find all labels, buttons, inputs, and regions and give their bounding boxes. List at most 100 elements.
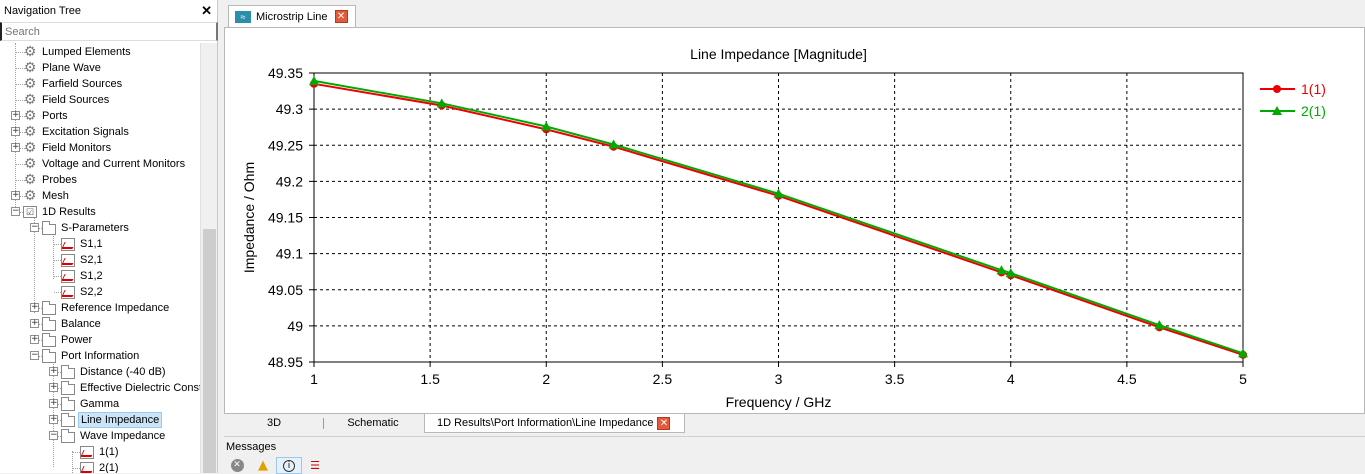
x-tick-label: 4.5 [1117, 371, 1137, 387]
tree-item[interactable]: ⚙ Plane Wave [0, 60, 200, 76]
gear-icon: ⚙ [23, 60, 37, 76]
x-tick-label: 4 [1007, 371, 1015, 387]
expand-icon[interactable]: + [11, 190, 20, 200]
error-filter-icon[interactable]: ✕ [224, 457, 250, 474]
data-point [1238, 348, 1248, 358]
tree-guide-line [54, 276, 63, 277]
close-icon[interactable]: ✕ [201, 3, 212, 18]
gear-icon: ⚙ [23, 188, 37, 204]
scrollbar[interactable] [200, 43, 217, 473]
tree-item[interactable]: − ☑ 1D Results [0, 204, 200, 220]
tree-item-label: Gamma [80, 398, 120, 410]
tree-item[interactable]: − Wave Impedance [0, 428, 200, 444]
info-filter-icon[interactable]: i [276, 457, 302, 474]
expand-icon[interactable]: + [49, 382, 58, 392]
tree-item[interactable]: + Reference Impedance [0, 300, 200, 316]
y-tick-label: 49.3 [276, 101, 303, 117]
tree-guide-line [16, 100, 25, 101]
y-tick-label: 49.15 [268, 210, 303, 226]
folder-icon [61, 429, 75, 443]
folder-icon [61, 365, 75, 379]
tree-item-label: 2(1) [99, 462, 119, 473]
tree-item[interactable]: ⚙ Voltage and Current Monitors [0, 156, 200, 172]
tree-guide-line [54, 388, 63, 389]
tree-guide-line [16, 164, 25, 165]
expand-icon[interactable]: + [11, 110, 20, 120]
tree-guide-line [16, 212, 25, 213]
tree-item[interactable]: − Port Information [0, 348, 200, 364]
legend-marker [1272, 106, 1282, 115]
tree-item[interactable]: + ⚙ Excitation Signals [0, 124, 200, 140]
tree-item-label: Distance (-40 dB) [80, 366, 166, 378]
expand-icon[interactable]: + [30, 334, 39, 344]
data-point [773, 188, 784, 198]
tree-item[interactable]: S1,1 [0, 236, 200, 252]
search-input[interactable] [0, 22, 218, 41]
collapse-icon[interactable]: − [30, 350, 39, 360]
data-point [541, 121, 552, 131]
tree-item[interactable]: + ⚙ Field Monitors [0, 140, 200, 156]
tree-item[interactable]: + Line Impedance [0, 412, 200, 428]
tab-divider [323, 418, 324, 429]
tab-microstrip-line[interactable]: ≈ Microstrip Line ✕ [228, 5, 356, 27]
x-tick-label: 5 [1239, 371, 1247, 387]
tree-item[interactable]: + ⚙ Ports [0, 108, 200, 124]
tree-item[interactable]: ⚙ Probes [0, 172, 200, 188]
tree-item[interactable]: + Power [0, 332, 200, 348]
tab-3d[interactable]: 3D [266, 417, 282, 429]
plot-window: Line Impedance [Magnitude] 1 1.5 2 2.5 3 3.5 4 4… [224, 27, 1365, 414]
tree-item-label: Lumped Elements [42, 46, 131, 58]
tree-item[interactable]: 1(1) [0, 444, 200, 460]
expand-icon[interactable]: + [49, 366, 58, 376]
tree-item-label: Mesh [42, 190, 69, 202]
tree-guide-line [72, 451, 73, 473]
data-point [309, 75, 319, 85]
tree-item[interactable]: S1,2 [0, 268, 200, 284]
expand-icon[interactable]: + [30, 302, 39, 312]
expand-icon[interactable]: + [11, 126, 20, 136]
tree-item[interactable]: + Distance (-40 dB) [0, 364, 200, 380]
tree-item-label: Power [61, 334, 93, 346]
tree-item[interactable]: ⚙ Lumped Elements [0, 44, 200, 60]
collapse-icon[interactable]: − [30, 222, 39, 232]
collapse-icon[interactable]: − [49, 430, 58, 440]
navigation-tree-header: Navigation Tree ✕ [0, 0, 217, 22]
legend-label: 1(1) [1301, 81, 1326, 97]
tree-item-label: Field Monitors [42, 142, 112, 154]
plot-icon [61, 254, 75, 267]
tree-item[interactable]: + Balance [0, 316, 200, 332]
collapse-icon[interactable]: − [11, 206, 20, 216]
tree-item-label: Line Impedance [78, 412, 163, 428]
tree-item[interactable]: ⚙ Farfield Sources [0, 76, 200, 92]
expand-icon[interactable]: + [30, 318, 39, 328]
tree-item-label: Ports [42, 110, 68, 122]
folder-icon [61, 397, 75, 411]
tree-item-label: Port Information [61, 350, 140, 362]
expand-icon[interactable]: + [49, 398, 58, 408]
tree-guide-line [73, 452, 82, 453]
tab-schematic[interactable]: Schematic [347, 417, 399, 429]
data-point [1005, 268, 1016, 278]
tree-item[interactable]: S2,2 [0, 284, 200, 300]
folder-icon [42, 221, 56, 235]
tab-line-impedance-result[interactable]: 1D Results\Port Information\Line Impedan… [424, 414, 685, 433]
tree-item[interactable]: + Effective Dielectric Const [0, 380, 200, 396]
tree-item[interactable]: − S-Parameters [0, 220, 200, 236]
clear-messages-icon[interactable]: ☰ [310, 459, 320, 472]
tree-item[interactable]: 2(1) [0, 460, 200, 473]
data-point [436, 98, 447, 108]
tree-guide-line [16, 84, 25, 85]
checkbox-icon[interactable]: ☑ [23, 206, 37, 218]
close-icon[interactable]: ✕ [657, 416, 671, 430]
warning-filter-icon[interactable]: ▲ [258, 458, 268, 473]
expand-icon[interactable]: + [49, 414, 58, 424]
scrollbar-thumb[interactable] [203, 229, 216, 473]
tree-item[interactable]: + Gamma [0, 396, 200, 412]
tree-item[interactable]: S2,1 [0, 252, 200, 268]
expand-icon[interactable]: + [11, 142, 20, 152]
tree-item[interactable]: ⚙ Field Sources [0, 92, 200, 108]
x-tick-label: 2.5 [653, 371, 673, 387]
y-tick-label: 49.2 [276, 173, 303, 189]
tree-item[interactable]: + ⚙ Mesh [0, 188, 200, 204]
close-icon[interactable]: ✕ [334, 10, 348, 23]
